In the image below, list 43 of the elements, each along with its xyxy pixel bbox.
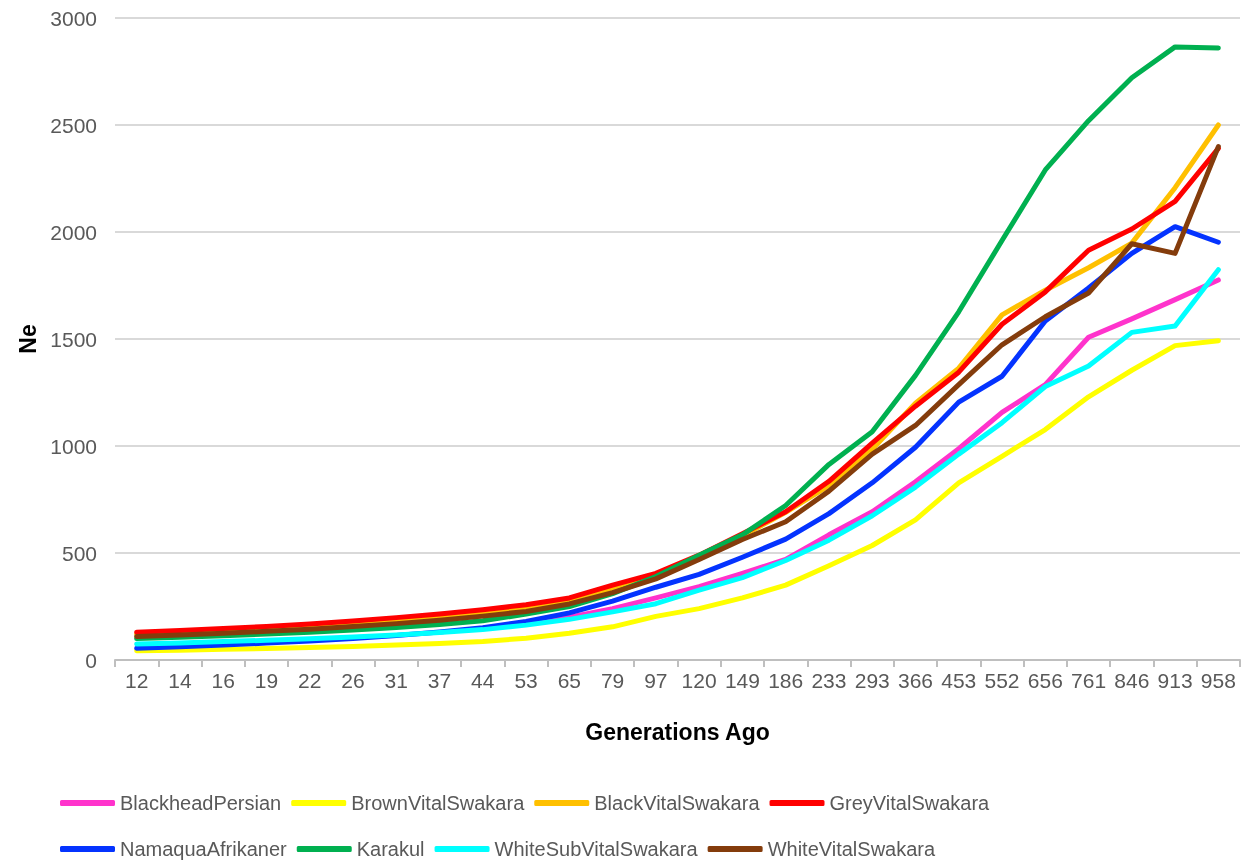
x-tick-label: 26 xyxy=(341,669,365,692)
x-tick-label: 16 xyxy=(211,669,235,692)
x-tick-label: 293 xyxy=(854,669,890,692)
legend-label: WhiteVitalSwakara xyxy=(767,838,936,860)
x-tick-label: 761 xyxy=(1071,669,1107,692)
x-tick-label: 12 xyxy=(124,669,149,692)
legend-label: WhiteSubVitalSwakara xyxy=(494,838,699,860)
legend-label: BlackVitalSwakara xyxy=(594,792,761,814)
x-tick-label: 65 xyxy=(557,669,582,692)
y-tick-label: 2500 xyxy=(50,113,97,137)
y-tick-label: 3000 xyxy=(50,6,97,30)
y-axis-title: Ne xyxy=(14,324,41,354)
x-tick-label: 366 xyxy=(897,669,933,692)
y-tick-label: 0 xyxy=(85,648,97,672)
y-tick-label: 1000 xyxy=(50,434,97,458)
x-tick-label: 37 xyxy=(427,669,452,692)
x-tick-label: 656 xyxy=(1027,669,1063,692)
x-tick-label: 79 xyxy=(600,669,625,692)
x-tick-label: 31 xyxy=(384,669,408,692)
legend-label: GreyVitalSwakara xyxy=(829,792,991,814)
x-tick-label: 53 xyxy=(514,669,538,692)
y-tick-label: 1500 xyxy=(50,327,97,351)
y-tick-label: 500 xyxy=(61,541,97,565)
x-tick-label: 958 xyxy=(1200,669,1236,692)
x-tick-label: 913 xyxy=(1157,669,1193,692)
x-tick-label: 552 xyxy=(984,669,1020,692)
x-tick-label: 19 xyxy=(254,669,279,692)
legend-label: Karakul xyxy=(356,838,425,860)
x-tick-label: 453 xyxy=(941,669,977,692)
x-tick-label: 97 xyxy=(644,669,668,692)
x-axis-title: Generations Ago xyxy=(585,718,770,745)
legend-label: NamaquaAfrikaner xyxy=(120,838,288,860)
x-tick-label: 149 xyxy=(724,669,760,692)
x-tick-label: 14 xyxy=(168,669,192,692)
x-tick-label: 846 xyxy=(1114,669,1150,692)
legend-label: BlackheadPersian xyxy=(120,792,282,814)
legend-label: BrownVitalSwakara xyxy=(351,792,526,814)
x-tick-label: 233 xyxy=(811,669,847,692)
x-tick-label: 186 xyxy=(768,669,804,692)
y-tick-label: 2000 xyxy=(50,220,97,244)
x-tick-label: 120 xyxy=(681,669,717,692)
x-tick-label: 44 xyxy=(471,669,495,692)
x-tick-label: 22 xyxy=(298,669,322,692)
